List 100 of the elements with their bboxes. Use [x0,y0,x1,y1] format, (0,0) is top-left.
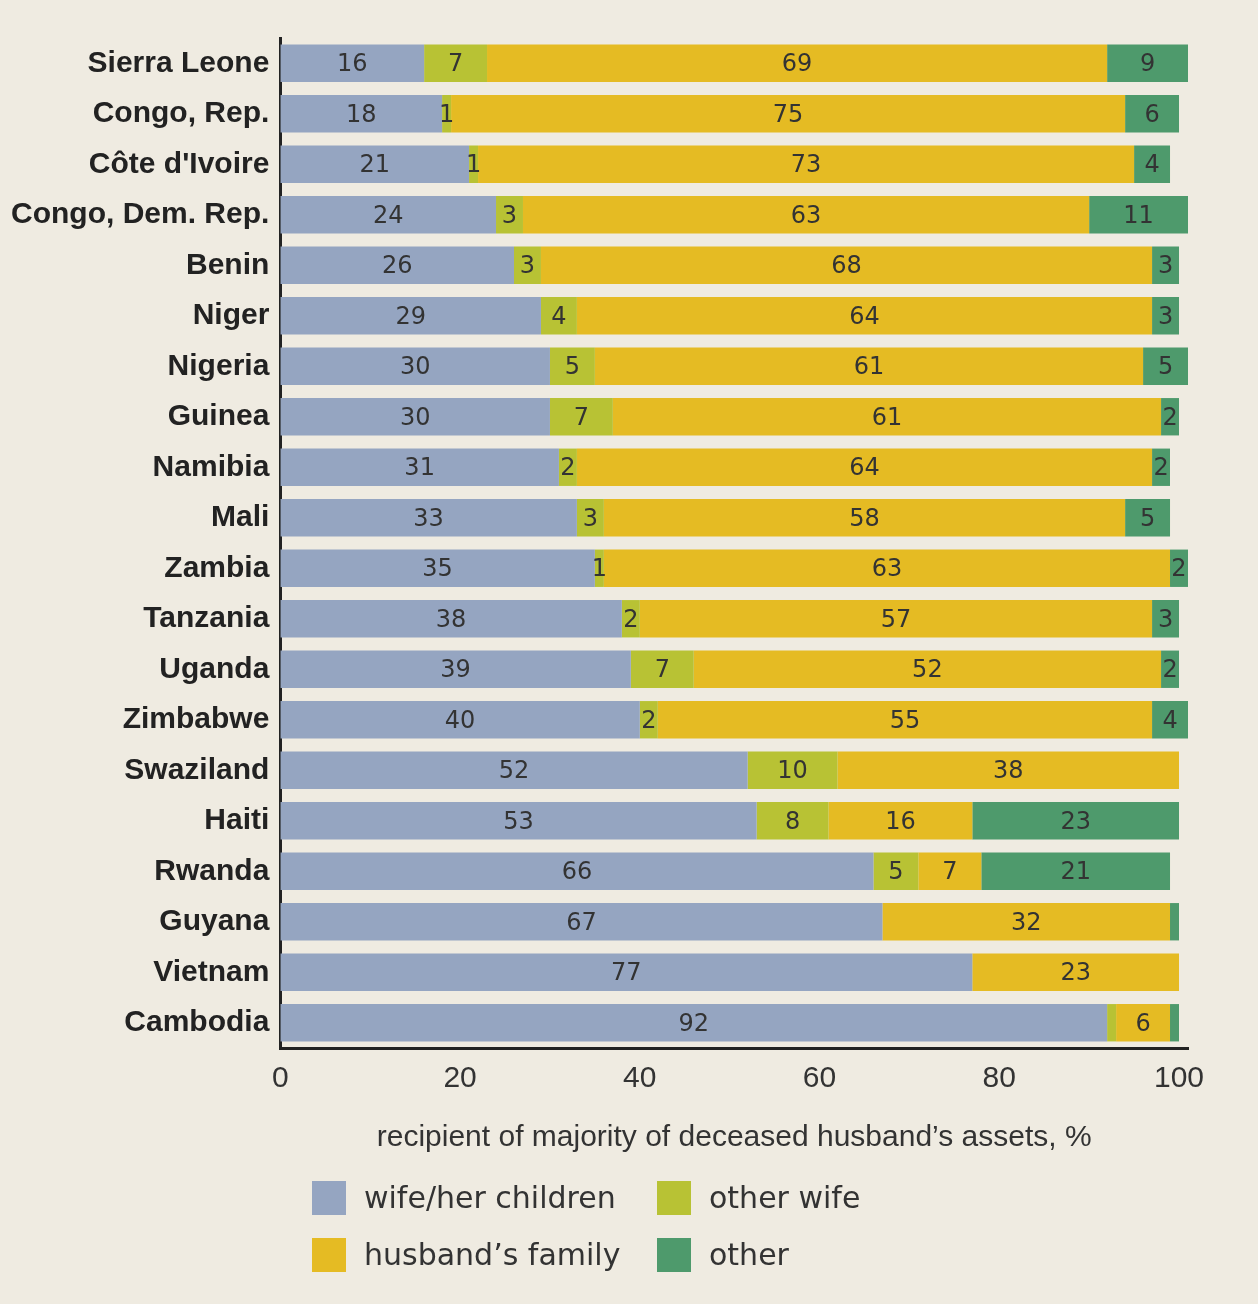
bar [451,95,1126,133]
data-label: 3 [582,503,599,532]
data-label: 58 [849,503,880,532]
data-label: 7 [447,49,464,78]
data-label: 31 [404,453,435,482]
bar [280,347,550,385]
bar [828,802,973,840]
data-label: 66 [561,857,593,886]
x-tick-label: 40 [623,1060,657,1094]
y-tick-label: Uganda [159,650,270,684]
data-label: 5 [564,352,581,381]
bar [280,398,550,436]
data-label: 38 [992,756,1024,785]
bar [972,802,1180,840]
bar [576,297,1153,335]
data-label: 39 [440,655,471,684]
data-label: 64 [849,453,880,482]
data-label: 55 [889,705,921,734]
bar [1152,701,1188,739]
data-label: 2 [1153,453,1169,482]
data-label: 2 [560,453,576,482]
bar [280,953,973,991]
data-label: 24 [372,200,404,229]
bar [549,398,613,436]
data-label: 68 [831,251,862,280]
data-label: 61 [853,352,885,381]
data-label: 30 [399,402,431,431]
bar [747,751,838,789]
bar [1089,196,1188,234]
bar [612,398,1162,436]
data-label: 7 [654,655,670,684]
y-tick-label: Namibia [152,448,270,482]
bar [882,903,1171,941]
data-label: 69 [781,49,813,78]
x-tick-label: 0 [272,1060,289,1094]
data-label: 6 [1144,99,1160,128]
bar [1107,44,1188,82]
data-label: 4 [1144,150,1160,179]
data-label: 38 [435,604,467,633]
y-tick-label: Cambodia [124,1004,270,1038]
bar [280,600,622,638]
y-tick-label: Mali [210,499,270,533]
bar [487,44,1108,82]
bar [280,751,748,789]
bar [280,297,541,335]
y-tick-label: Niger [192,297,270,331]
data-label: 30 [399,352,431,381]
bar [478,145,1135,183]
bar [280,701,640,739]
data-label: 3 [501,200,518,229]
data-label: 26 [381,251,413,280]
data-label: 16 [885,806,916,835]
y-tick-label: Congo, Rep. [92,95,270,129]
legend-label: wife/her children [364,1180,616,1215]
y-tick-label: Côte d'Ivoire [88,145,270,179]
data-label: 21 [1060,857,1091,886]
data-label: 3 [1157,251,1174,280]
data-label: 6 [1135,1008,1151,1037]
data-label: 2 [1171,554,1187,583]
bar [693,650,1162,688]
bar [981,852,1171,890]
data-label: 35 [422,554,453,583]
data-label: 2 [1162,655,1178,684]
y-tick-label: Benin [186,246,270,280]
bar [630,650,694,688]
data-label: 29 [395,301,426,330]
y-tick-label: Swaziland [124,751,270,785]
data-label: 9 [1139,49,1156,78]
legend-label: husband’s family [364,1237,621,1272]
bar [594,347,1144,385]
data-label: 52 [912,655,943,684]
bar [657,701,1153,739]
bar [918,852,982,890]
bar [540,297,577,335]
bar [1143,347,1188,385]
bar [756,802,829,840]
bar [1125,499,1171,537]
legend-label: other [709,1237,789,1272]
y-tick-label: Sierra Leone [87,44,270,78]
bar [280,802,757,840]
x-tick-label: 60 [802,1060,837,1094]
x-axis-title: recipient of majority of deceased husband’s assets, % [376,1119,1092,1153]
data-label: 4 [1162,705,1178,734]
bar [549,347,595,385]
x-tick-label: 20 [443,1060,477,1094]
bar [280,448,559,486]
data-label: 4 [551,301,567,330]
bar [522,196,1090,234]
bar [873,852,919,890]
bar [540,246,1153,284]
y-tick-label: Tanzania [143,600,270,634]
y-tick-label: Congo, Dem. Rep. [11,196,270,230]
data-label: 64 [849,301,880,330]
data-label: 33 [413,503,444,532]
bar [280,44,425,82]
bar [280,196,497,234]
legend-label: other wife [709,1180,861,1215]
y-tick-label: Haiti [204,802,270,836]
data-label: 18 [345,99,377,128]
data-label: 2 [623,604,639,633]
